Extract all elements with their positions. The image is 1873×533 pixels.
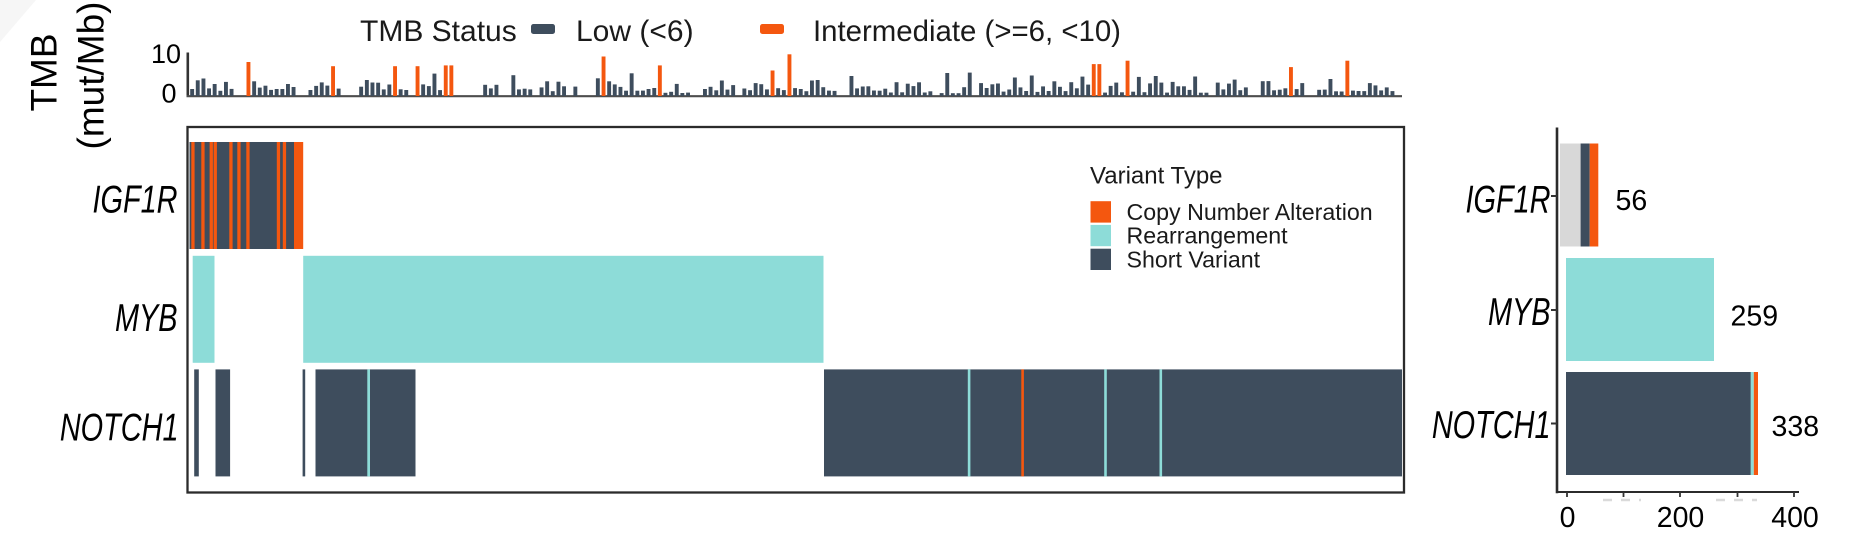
svg-text:MYB: MYB — [1488, 291, 1551, 334]
svg-text:(mut/Mb): (mut/Mb) — [71, 2, 112, 150]
svg-text:Intermediate (>=6, <10): Intermediate (>=6, <10) — [813, 15, 1121, 48]
svg-text:Low (<6): Low (<6) — [576, 15, 694, 48]
svg-text:338: 338 — [1772, 411, 1820, 443]
svg-text:TMB Status: TMB Status — [360, 15, 517, 48]
svg-text:259: 259 — [1731, 301, 1779, 333]
svg-text:0: 0 — [161, 79, 176, 109]
svg-text:TMB: TMB — [24, 33, 65, 111]
svg-text:200: 200 — [1657, 502, 1705, 528]
svg-text:0: 0 — [1560, 502, 1576, 528]
svg-text:Rearrangement: Rearrangement — [1127, 223, 1289, 249]
svg-text:400: 400 — [1771, 502, 1819, 528]
svg-text:MYB: MYB — [115, 297, 178, 340]
svg-text:10: 10 — [151, 39, 181, 69]
svg-text:NOTCH1: NOTCH1 — [60, 407, 179, 450]
svg-text:Short Variant: Short Variant — [1127, 246, 1261, 272]
svg-text:56: 56 — [1616, 185, 1648, 217]
svg-text:Variant Type: Variant Type — [1090, 163, 1223, 190]
svg-text:IGF1R: IGF1R — [93, 179, 178, 222]
svg-text:IGF1R: IGF1R — [1466, 179, 1551, 222]
svg-text:NOTCH1: NOTCH1 — [1432, 404, 1551, 447]
svg-text:Copy Number Alteration: Copy Number Alteration — [1127, 199, 1373, 225]
